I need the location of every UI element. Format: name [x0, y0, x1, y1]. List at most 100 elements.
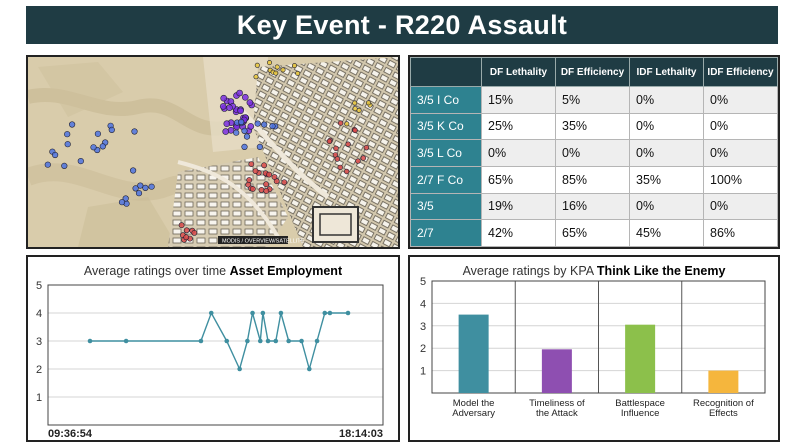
y-tick-label: 1 — [36, 392, 42, 404]
yellow-unit-marker[interactable] — [365, 100, 371, 106]
red-unit-marker[interactable] — [258, 186, 265, 193]
blue-unit-marker[interactable] — [148, 183, 155, 190]
blue-unit-marker[interactable] — [77, 157, 84, 165]
red-unit-marker[interactable] — [263, 181, 269, 188]
yellow-unit-marker[interactable] — [352, 100, 358, 106]
blue-unit-marker[interactable] — [129, 167, 137, 174]
table-cell: 25% — [481, 112, 556, 141]
red-unit-marker[interactable] — [352, 127, 358, 134]
blue-unit-marker[interactable] — [256, 143, 263, 150]
red-unit-marker[interactable] — [333, 145, 339, 152]
red-unit-marker[interactable] — [337, 164, 343, 171]
red-unit-marker[interactable] — [246, 177, 253, 183]
yellow-unit-marker[interactable] — [273, 70, 279, 76]
blue-unit-marker[interactable] — [238, 118, 245, 126]
table-cell: 19% — [481, 192, 556, 221]
line-chart-title: Average ratings over time Asset Employme… — [28, 264, 398, 278]
red-unit-marker[interactable] — [337, 120, 344, 126]
red-unit-marker[interactable] — [248, 161, 255, 167]
purple-unit-marker[interactable] — [246, 99, 254, 106]
red-unit-marker[interactable] — [345, 141, 351, 147]
red-unit-marker[interactable] — [191, 229, 198, 236]
red-unit-marker[interactable] — [261, 162, 267, 169]
blue-unit-marker[interactable] — [122, 195, 129, 202]
table-row: 3/5 I Co 15% 5% 0% 0% — [410, 86, 778, 114]
blue-unit-marker[interactable] — [44, 161, 51, 168]
red-unit-marker[interactable] — [355, 158, 361, 164]
red-unit-marker[interactable] — [178, 222, 185, 229]
red-unit-marker[interactable] — [183, 227, 190, 234]
blue-unit-marker[interactable] — [64, 131, 71, 138]
purple-unit-marker[interactable] — [226, 104, 233, 112]
y-tick-label: 1 — [420, 366, 426, 378]
blue-unit-marker[interactable] — [68, 121, 76, 128]
yellow-unit-marker[interactable] — [254, 62, 260, 68]
purple-unit-marker[interactable] — [219, 103, 227, 110]
yellow-unit-marker[interactable] — [291, 63, 297, 69]
red-unit-marker[interactable] — [252, 168, 259, 174]
table-cell: 45% — [629, 219, 704, 247]
yellow-unit-marker[interactable] — [280, 67, 286, 73]
blue-unit-marker[interactable] — [243, 133, 251, 140]
purple-unit-marker[interactable] — [247, 123, 255, 130]
blue-unit-marker[interactable] — [142, 184, 149, 191]
red-unit-marker[interactable] — [326, 138, 333, 145]
red-unit-marker[interactable] — [360, 155, 366, 161]
blue-unit-marker[interactable] — [241, 143, 248, 150]
blue-unit-marker[interactable] — [61, 162, 68, 169]
y-tick-label: 4 — [420, 298, 426, 310]
table-cell: 15% — [481, 86, 556, 114]
data-point — [237, 366, 242, 372]
page-title: Key Event - R220 Assault — [26, 6, 778, 44]
satellite-map[interactable]: MODIS / OVERVIEW/SATELLITE — [28, 57, 398, 247]
blue-unit-marker[interactable] — [233, 129, 240, 136]
purple-unit-marker[interactable] — [237, 107, 244, 115]
data-point — [322, 310, 328, 316]
blue-unit-marker[interactable] — [108, 126, 115, 133]
blue-unit-marker[interactable] — [118, 199, 126, 206]
red-unit-marker[interactable] — [263, 188, 270, 194]
data-point — [250, 310, 255, 316]
blue-unit-marker[interactable] — [99, 143, 106, 150]
yellow-unit-marker[interactable] — [295, 70, 301, 76]
red-unit-marker[interactable] — [183, 234, 190, 241]
purple-unit-marker[interactable] — [222, 128, 229, 135]
data-point — [314, 338, 320, 344]
blue-unit-marker[interactable] — [135, 190, 143, 197]
yellow-unit-marker[interactable] — [356, 107, 362, 113]
blue-unit-marker[interactable] — [90, 144, 97, 151]
blue-unit-marker[interactable] — [52, 151, 59, 159]
red-unit-marker[interactable] — [266, 171, 272, 178]
yellow-unit-marker[interactable] — [274, 64, 280, 70]
blue-unit-marker[interactable] — [269, 122, 276, 130]
blue-unit-marker[interactable] — [137, 182, 144, 189]
red-unit-marker[interactable] — [334, 156, 340, 162]
blue-unit-marker[interactable] — [64, 141, 71, 148]
x-start-label: 09:36:54 — [48, 428, 93, 440]
table-cell: 0% — [555, 139, 630, 167]
yellow-unit-marker[interactable] — [253, 74, 259, 80]
blue-unit-marker[interactable] — [132, 185, 139, 192]
purple-unit-marker[interactable] — [220, 94, 227, 102]
map-panel[interactable]: MODIS / OVERVIEW/SATELLITE — [26, 55, 400, 249]
red-unit-marker[interactable] — [249, 186, 256, 192]
red-unit-marker[interactable] — [344, 168, 350, 175]
table-row: 3/5 19% 16% 0% 0% — [410, 192, 778, 221]
red-unit-marker[interactable] — [363, 144, 370, 151]
blue-unit-marker[interactable] — [131, 128, 138, 135]
yellow-unit-marker[interactable] — [344, 121, 350, 127]
blue-unit-marker[interactable] — [241, 127, 248, 134]
red-unit-marker[interactable] — [281, 179, 288, 186]
yellow-unit-marker[interactable] — [267, 60, 273, 66]
y-tick-label: 3 — [36, 336, 42, 348]
map-credit: MODIS / OVERVIEW/SATELLITE — [222, 239, 305, 245]
blue-unit-marker[interactable] — [261, 121, 268, 128]
blue-unit-marker[interactable] — [94, 130, 101, 137]
purple-unit-marker[interactable] — [236, 89, 243, 97]
red-unit-marker[interactable] — [271, 174, 278, 180]
blue-unit-marker[interactable] — [254, 120, 261, 127]
purple-unit-marker[interactable] — [223, 120, 231, 127]
unit-markers[interactable] — [44, 60, 373, 243]
purple-unit-marker[interactable] — [242, 93, 249, 101]
series-line — [90, 311, 348, 372]
